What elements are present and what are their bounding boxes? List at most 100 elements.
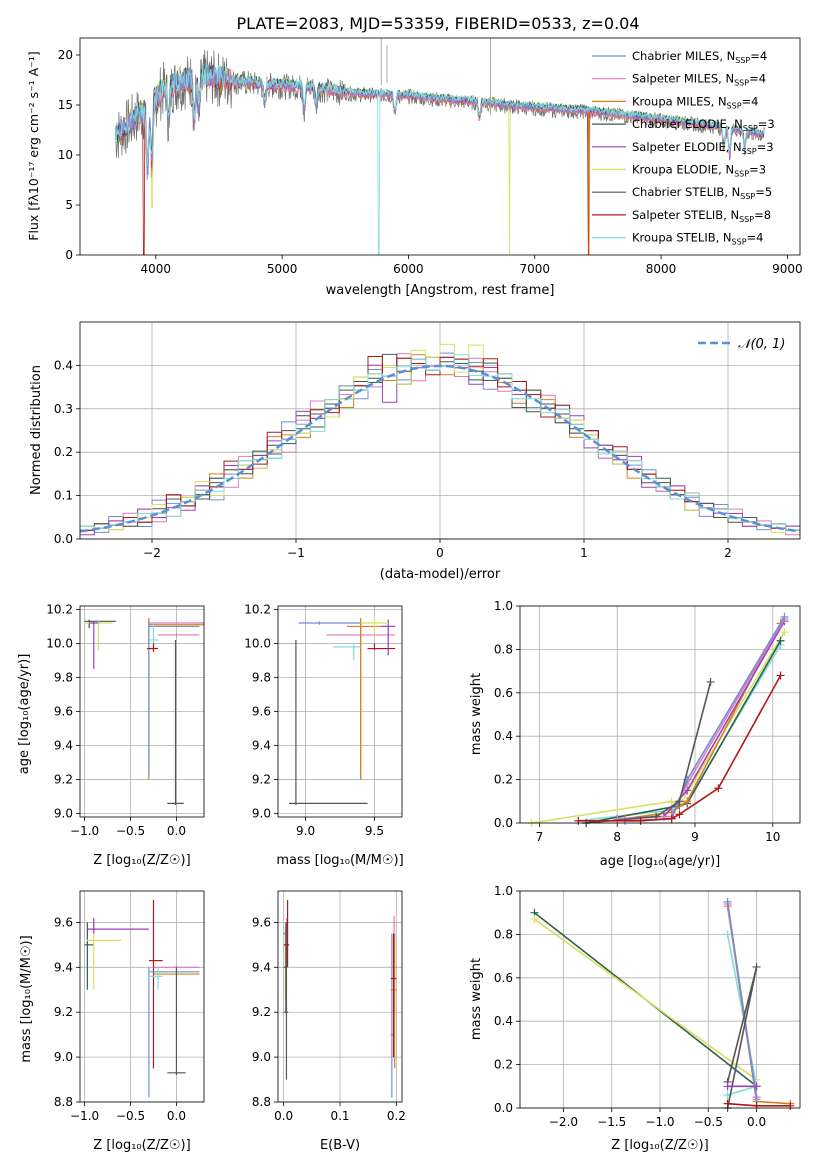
y-tick-label: 10.2: [46, 602, 73, 616]
errorbar-plot: [289, 616, 396, 806]
x-tick-label: −1.0: [645, 1115, 674, 1129]
plus-marker: [780, 612, 789, 621]
y-tick-label: 0.4: [54, 358, 73, 372]
age-vs-z-xlabel: Z [log₁₀(Z/Z☉)]: [93, 853, 190, 868]
x-tick-label: 6000: [393, 262, 424, 276]
y-tick-label: 10.0: [244, 636, 271, 650]
y-tick-label: 10: [58, 148, 73, 162]
y-tick-label: 9.4: [252, 739, 271, 753]
y-tick-label: 8.8: [252, 1095, 271, 1109]
x-tick-label: 9.5: [365, 824, 384, 838]
y-tick-label: 9.2: [252, 1005, 271, 1019]
x-tick-label: 9.0: [296, 824, 315, 838]
legend-label: Kroupa MILES, NSSP=4: [632, 94, 758, 110]
legend-label: Chabrier STELIB, NSSP=5: [632, 185, 772, 201]
y-tick-label: 9.0: [54, 807, 73, 821]
x-tick-label: 8: [613, 830, 621, 844]
y-tick-label: 0.6: [494, 686, 513, 700]
plus-marker: [675, 797, 684, 806]
plus-marker: [786, 1101, 795, 1110]
residual-xlabel: (data-model)/error: [380, 567, 501, 582]
legend-value: =5: [755, 185, 772, 199]
panel-frame: [79, 890, 205, 1103]
spectrum-xlabel: wavelength [Angstrom, rest frame]: [326, 283, 555, 298]
panel-frame: [519, 890, 801, 1109]
plus-marker: [752, 1101, 761, 1110]
legend-value: =4: [749, 72, 766, 86]
y-tick-label: 0.2: [494, 1058, 513, 1072]
y-tick-label: 0.2: [54, 445, 73, 459]
age-vs-z-ylabel: age [log₁₀(age/yr)]: [17, 654, 32, 775]
y-tick-label: 0.0: [494, 1101, 513, 1115]
spectrum-frame: [79, 37, 801, 256]
y-tick-label: 9.6: [252, 705, 271, 719]
x-tick-label: 0.0: [274, 1109, 293, 1123]
y-tick-label: 1.0: [494, 884, 513, 898]
x-tick-label: 0.0: [167, 824, 186, 838]
y-tick-label: 0.4: [494, 1014, 513, 1028]
x-tick-label: 8000: [646, 262, 677, 276]
legend-subscript: SSP: [743, 124, 758, 133]
y-tick-label: 0.6: [494, 971, 513, 985]
y-tick-label: 0.4: [494, 729, 513, 743]
panel-frame: [277, 890, 403, 1103]
y-tick-label: 20: [58, 48, 73, 62]
mass-vs-z-xlabel: Z [log₁₀(Z/Z☉)]: [93, 1138, 190, 1153]
y-tick-label: 9.0: [252, 1050, 271, 1064]
plus-marker: [723, 1099, 732, 1108]
mw-age-xlabel: age [log₁₀(age/yr)]: [600, 854, 721, 869]
y-tick-label: 9.2: [54, 1005, 73, 1019]
y-tick-label: 8.8: [54, 1095, 73, 1109]
panel-frame: [79, 605, 205, 818]
legend-label: Kroupa STELIB, NSSP=4: [632, 231, 763, 247]
errorbar-plot: [84, 617, 204, 806]
y-tick-label: 0: [65, 248, 73, 262]
y-tick-label: 9.4: [54, 739, 73, 753]
y-tick-label: 10.0: [46, 636, 73, 650]
x-tick-label: 0.0: [747, 1115, 766, 1129]
legend-subscript: SSP: [727, 101, 742, 110]
mass-weight-vs-age-panel: age [log₁₀(age/yr)] mass weight 7 8 9 10 0.0…: [469, 599, 801, 869]
legend-label: Chabrier MILES, NSSP=4: [632, 49, 767, 65]
legend-value: =4: [742, 94, 759, 108]
series-line: [726, 906, 791, 1105]
panel-axes: −2.0 −1.5 −1.0 −0.5 0.0 0.0 0.2 0.4 0.6 0.8 1.0: [494, 884, 800, 1129]
x-tick-label: 9: [691, 830, 699, 844]
plus-marker: [776, 636, 785, 645]
spectrum-line: [115, 62, 765, 255]
x-tick-label: −2: [143, 546, 161, 560]
legend-label: Kroupa ELODIE, NSSP=3: [632, 163, 766, 179]
series-line: [578, 675, 782, 822]
spectrum-panel: 4000 5000 6000 7000 8000 9000 0 5 10 15 20 Chabrie…: [26, 37, 803, 298]
panel-axes: 7 8 9 10 0.0 0.2 0.4 0.6 0.8 1.0: [494, 599, 800, 844]
panel-axes: 9.0 9.5 9.0 9.2 9.4 9.6 9.8 10.0 10.2: [244, 602, 402, 838]
mass-vs-z-panel: Z [log₁₀(Z/Z☉)] mass [log₁₀(M/M☉)] −1.0−…: [19, 890, 205, 1153]
legend-subscript: SSP: [742, 147, 757, 156]
x-tick-label: 5000: [267, 262, 298, 276]
age-vs-z-panel: Z [log₁₀(Z/Z☉)] age [log₁₀(age/yr)] −1.0…: [17, 602, 205, 868]
legend-subscript: SSP: [734, 79, 749, 88]
spectrum-ylabel: Flux [fλ10⁻¹⁷ erg cm⁻² s⁻¹ A⁻¹]: [26, 51, 41, 240]
mass-vs-z-ylabel: mass [log₁₀(M/M☉)]: [19, 935, 34, 1062]
y-tick-label: 10.2: [244, 602, 271, 616]
panel-axes: −1.0 −0.5 0.0 8.8 9.0 9.2 9.4 9.6: [54, 891, 204, 1123]
y-tick-label: 9.2: [252, 773, 271, 787]
plus-marker: [574, 816, 583, 825]
series-line: [726, 901, 758, 1100]
plus-marker: [752, 1082, 761, 1091]
legend-value: =3: [758, 117, 775, 131]
x-tick-label: 7000: [519, 262, 550, 276]
mass-weight-vs-z-panel: Z [log₁₀(Z/Z☉)] mass weight −2.0 −1.5 −1.0…: [469, 884, 801, 1153]
x-tick-label: −1.0: [70, 1109, 99, 1123]
y-tick-label: 1.0: [494, 599, 513, 613]
y-tick-label: 0.0: [54, 532, 73, 546]
series-line: [586, 681, 712, 824]
series-line: [578, 644, 782, 822]
normal-curve: [80, 364, 800, 533]
x-tick-label: −1: [287, 546, 305, 560]
y-tick-label: 9.8: [54, 670, 73, 684]
y-tick-label: 0.1: [54, 489, 73, 503]
plus-marker: [667, 814, 676, 823]
residual-panel: −2 −1 0 1 2 0.0 0.1 0.2 0.3 0.4 𝒩(0, 1) (data-mod…: [29, 321, 801, 582]
x-tick-label: 10: [765, 830, 780, 844]
